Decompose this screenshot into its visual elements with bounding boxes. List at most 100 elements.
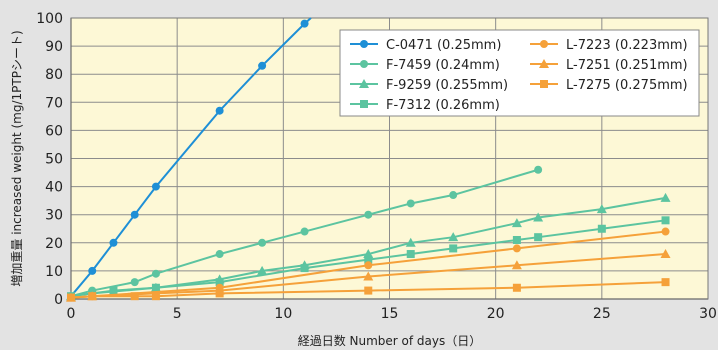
legend-marker bbox=[360, 60, 368, 68]
data-point bbox=[597, 224, 606, 233]
data-point bbox=[511, 260, 522, 270]
data-point bbox=[109, 286, 118, 295]
x-tick-label: 5 bbox=[173, 306, 182, 322]
data-point bbox=[258, 238, 267, 247]
legend-marker bbox=[359, 79, 369, 88]
x-tick-label: 15 bbox=[381, 306, 399, 322]
data-point bbox=[512, 283, 521, 292]
legend-item: L-7275 (0.275mm) bbox=[530, 78, 688, 93]
legend-item: C-0471 (0.25mm) bbox=[350, 38, 501, 53]
data-point bbox=[215, 250, 224, 259]
data-point bbox=[449, 244, 458, 253]
data-point bbox=[151, 269, 160, 278]
legend-item: L-7251 (0.251mm) bbox=[530, 58, 688, 73]
y-tick-label: 90 bbox=[45, 39, 63, 55]
y-tick-label: 20 bbox=[45, 236, 63, 252]
legend: C-0471 (0.25mm) F-7459 (0.24mm) F-9259 (0.… bbox=[339, 29, 700, 117]
data-point bbox=[364, 261, 373, 270]
x-tick-label: 25 bbox=[593, 306, 611, 322]
data-point bbox=[151, 292, 160, 301]
data-point bbox=[258, 61, 267, 70]
series-lines bbox=[66, 17, 671, 302]
data-point bbox=[364, 210, 373, 219]
data-point bbox=[109, 238, 118, 247]
data-point bbox=[660, 192, 671, 202]
x-tick-label: 30 bbox=[699, 306, 717, 322]
data-point bbox=[596, 204, 607, 214]
y-tick-label: 0 bbox=[54, 292, 63, 308]
y-tick-label: 50 bbox=[45, 152, 63, 168]
data-point bbox=[151, 283, 160, 292]
series-1 bbox=[67, 17, 312, 301]
legend-marker bbox=[360, 100, 368, 108]
data-point bbox=[660, 249, 671, 259]
legend-label: L-7275 (0.275mm) bbox=[566, 78, 688, 93]
data-point bbox=[257, 265, 268, 275]
legend-label: C-0471 (0.25mm) bbox=[386, 38, 501, 53]
legend-label: F-7459 (0.24mm) bbox=[386, 58, 500, 73]
legend-item: F-7459 (0.24mm) bbox=[350, 58, 500, 73]
data-point bbox=[130, 278, 139, 287]
y-tick-label: 70 bbox=[45, 95, 63, 111]
data-point bbox=[364, 286, 373, 295]
data-point bbox=[364, 255, 373, 264]
legend-item: F-7312 (0.26mm) bbox=[350, 98, 500, 113]
data-point bbox=[534, 233, 543, 242]
data-point bbox=[215, 278, 224, 287]
data-point bbox=[130, 292, 139, 301]
data-point bbox=[406, 199, 415, 208]
legend-item: F-9259 (0.255mm) bbox=[350, 78, 508, 93]
data-point bbox=[130, 210, 139, 219]
data-point bbox=[88, 266, 97, 275]
data-point bbox=[449, 191, 458, 200]
legend-label: L-7251 (0.251mm) bbox=[566, 58, 688, 73]
x-tick-label: 10 bbox=[274, 306, 292, 322]
data-point bbox=[533, 212, 544, 222]
legend-label: F-7312 (0.26mm) bbox=[386, 98, 500, 113]
data-point bbox=[512, 235, 521, 244]
y-tick-labels: 0 10 20 30 40 50 60 70 80 90 100 bbox=[36, 11, 63, 308]
legend-marker bbox=[540, 80, 548, 88]
data-point bbox=[215, 289, 224, 298]
data-point bbox=[661, 227, 670, 236]
series-7 bbox=[67, 278, 670, 302]
data-point bbox=[300, 19, 309, 28]
x-tick-label: 20 bbox=[487, 306, 505, 322]
legend-item: L-7223 (0.223mm) bbox=[530, 38, 688, 53]
data-point bbox=[511, 218, 522, 228]
data-point bbox=[406, 250, 415, 259]
data-point bbox=[661, 216, 670, 225]
y-tick-label: 10 bbox=[45, 264, 63, 280]
x-tick-label: 0 bbox=[67, 306, 76, 322]
y-axis-title: 増加重量 increased weight (mg/1PTPシート) bbox=[10, 30, 24, 286]
legend-marker bbox=[539, 59, 549, 68]
x-tick-labels: 0 5 10 15 20 25 30 bbox=[67, 306, 717, 322]
axes bbox=[70, 17, 709, 300]
data-point bbox=[448, 232, 459, 242]
data-point bbox=[151, 182, 160, 191]
data-point bbox=[215, 106, 224, 115]
legend-label: L-7223 (0.223mm) bbox=[566, 38, 688, 53]
legend-marker bbox=[540, 40, 548, 48]
x-axis-title: 経過日数 Number of days（日） bbox=[298, 333, 482, 348]
series-line bbox=[70, 281, 666, 299]
data-point bbox=[300, 227, 309, 236]
legend-label: F-9259 (0.255mm) bbox=[386, 78, 508, 93]
data-point bbox=[67, 293, 75, 302]
data-point bbox=[88, 292, 97, 301]
data-point bbox=[534, 165, 543, 174]
legend-box bbox=[339, 29, 700, 117]
y-tick-label: 40 bbox=[45, 180, 63, 196]
y-tick-label: 80 bbox=[45, 67, 63, 83]
data-point bbox=[363, 271, 374, 281]
legend-marker bbox=[360, 40, 368, 48]
data-point bbox=[300, 264, 309, 273]
y-tick-label: 100 bbox=[36, 11, 63, 27]
data-point bbox=[405, 237, 416, 247]
y-tick-label: 60 bbox=[45, 123, 63, 139]
data-point bbox=[661, 278, 670, 287]
data-point bbox=[512, 244, 521, 253]
plot-border bbox=[70, 17, 709, 300]
